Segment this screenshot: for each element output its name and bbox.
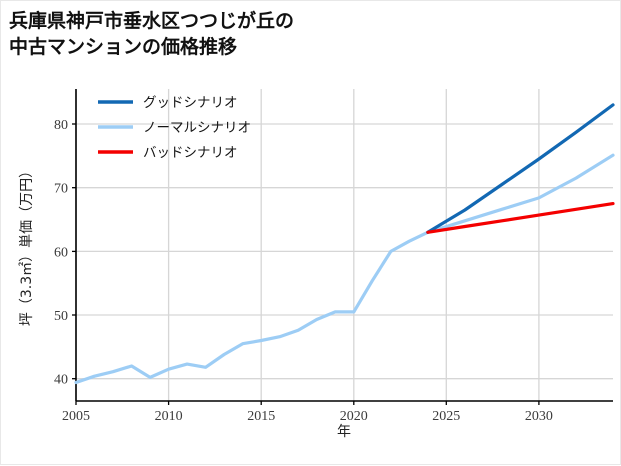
chart-series-lines [74,103,615,385]
chart-xtick-label: 2015 [247,409,275,424]
chart-legend-label: バッドシナリオ [143,145,238,161]
chart-xtick-label: 2020 [340,409,368,424]
chart-xtick-label: 2005 [62,409,90,424]
chart-xtick-label: 2030 [525,409,553,424]
chart-ytick-label: 60 [54,245,68,260]
chart-ytick-label: 70 [54,182,68,197]
chart-legend-label: ノーマルシナリオ [143,120,251,136]
chart-xtick-label: 2010 [155,409,183,424]
chart-series-line [426,103,615,234]
chart-xtick-labels: 2005 2010 2015 2020 2025 2030 [62,409,553,424]
chart-ytick-labels: 40 50 60 70 80 [54,118,68,388]
chart-title: 兵庫県神戸市垂水区つつじが丘の 中古マンションの価格推移 [9,11,295,58]
chart-series-line [426,202,615,234]
chart-ytick-label: 50 [54,309,68,324]
chart-series-line [74,153,615,385]
chart-ytick-label: 80 [54,118,68,133]
chart-ytick-label: 40 [54,373,68,388]
chart-xtick-label: 2025 [432,409,460,424]
chart-ylabel: 坪（3.3㎡）単価（万円） [19,164,35,326]
chart-xlabel: 年 [337,424,351,440]
chart-gridlines [75,89,613,401]
chart-legend-label: グッドシナリオ [143,95,238,111]
